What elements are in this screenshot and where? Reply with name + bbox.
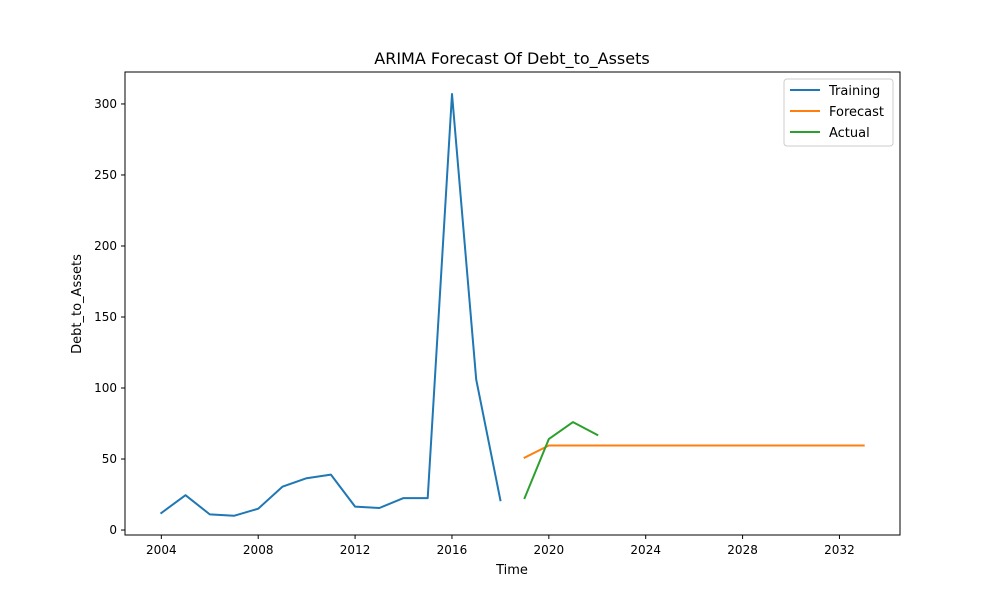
y-tick-label: 0	[109, 523, 117, 537]
plot-frame	[124, 71, 901, 536]
x-tick-label: 2012	[340, 543, 371, 557]
y-tick-label: 100	[94, 381, 117, 395]
x-tick-label: 2028	[727, 543, 758, 557]
legend-label-forecast: Forecast	[829, 105, 884, 120]
chart-title: ARIMA Forecast Of Debt_to_Assets	[374, 49, 649, 69]
y-tick-label: 150	[94, 310, 117, 324]
legend: Training Forecast Actual	[783, 78, 894, 147]
legend-box	[783, 78, 894, 147]
x-axis: 2004 2008 2012 2016 2020 2024 2028 2032	[146, 535, 855, 557]
x-tick-label: 2016	[437, 543, 468, 557]
legend-label-training: Training	[828, 84, 880, 99]
x-tick-label: 2004	[146, 543, 177, 557]
plot-area	[124, 71, 901, 536]
series-layer	[159, 93, 865, 517]
x-tick-label: 2020	[534, 543, 565, 557]
series-line-actual	[523, 421, 599, 500]
legend-label-actual: Actual	[829, 126, 870, 141]
y-tick-label: 250	[94, 168, 117, 182]
x-tick-label: 2008	[243, 543, 274, 557]
series-line-training	[159, 93, 502, 517]
series-line-forecast	[523, 444, 865, 459]
y-axis: 0 50 100 150 200 250 300	[94, 97, 125, 537]
x-tick-label: 2032	[824, 543, 855, 557]
y-tick-label: 200	[94, 239, 117, 253]
x-tick-label: 2024	[630, 543, 661, 557]
y-tick-label: 300	[94, 97, 117, 111]
y-axis-label: Debt_to_Assets	[70, 254, 85, 354]
y-tick-label: 50	[102, 452, 117, 466]
x-axis-label: Time	[495, 563, 528, 578]
